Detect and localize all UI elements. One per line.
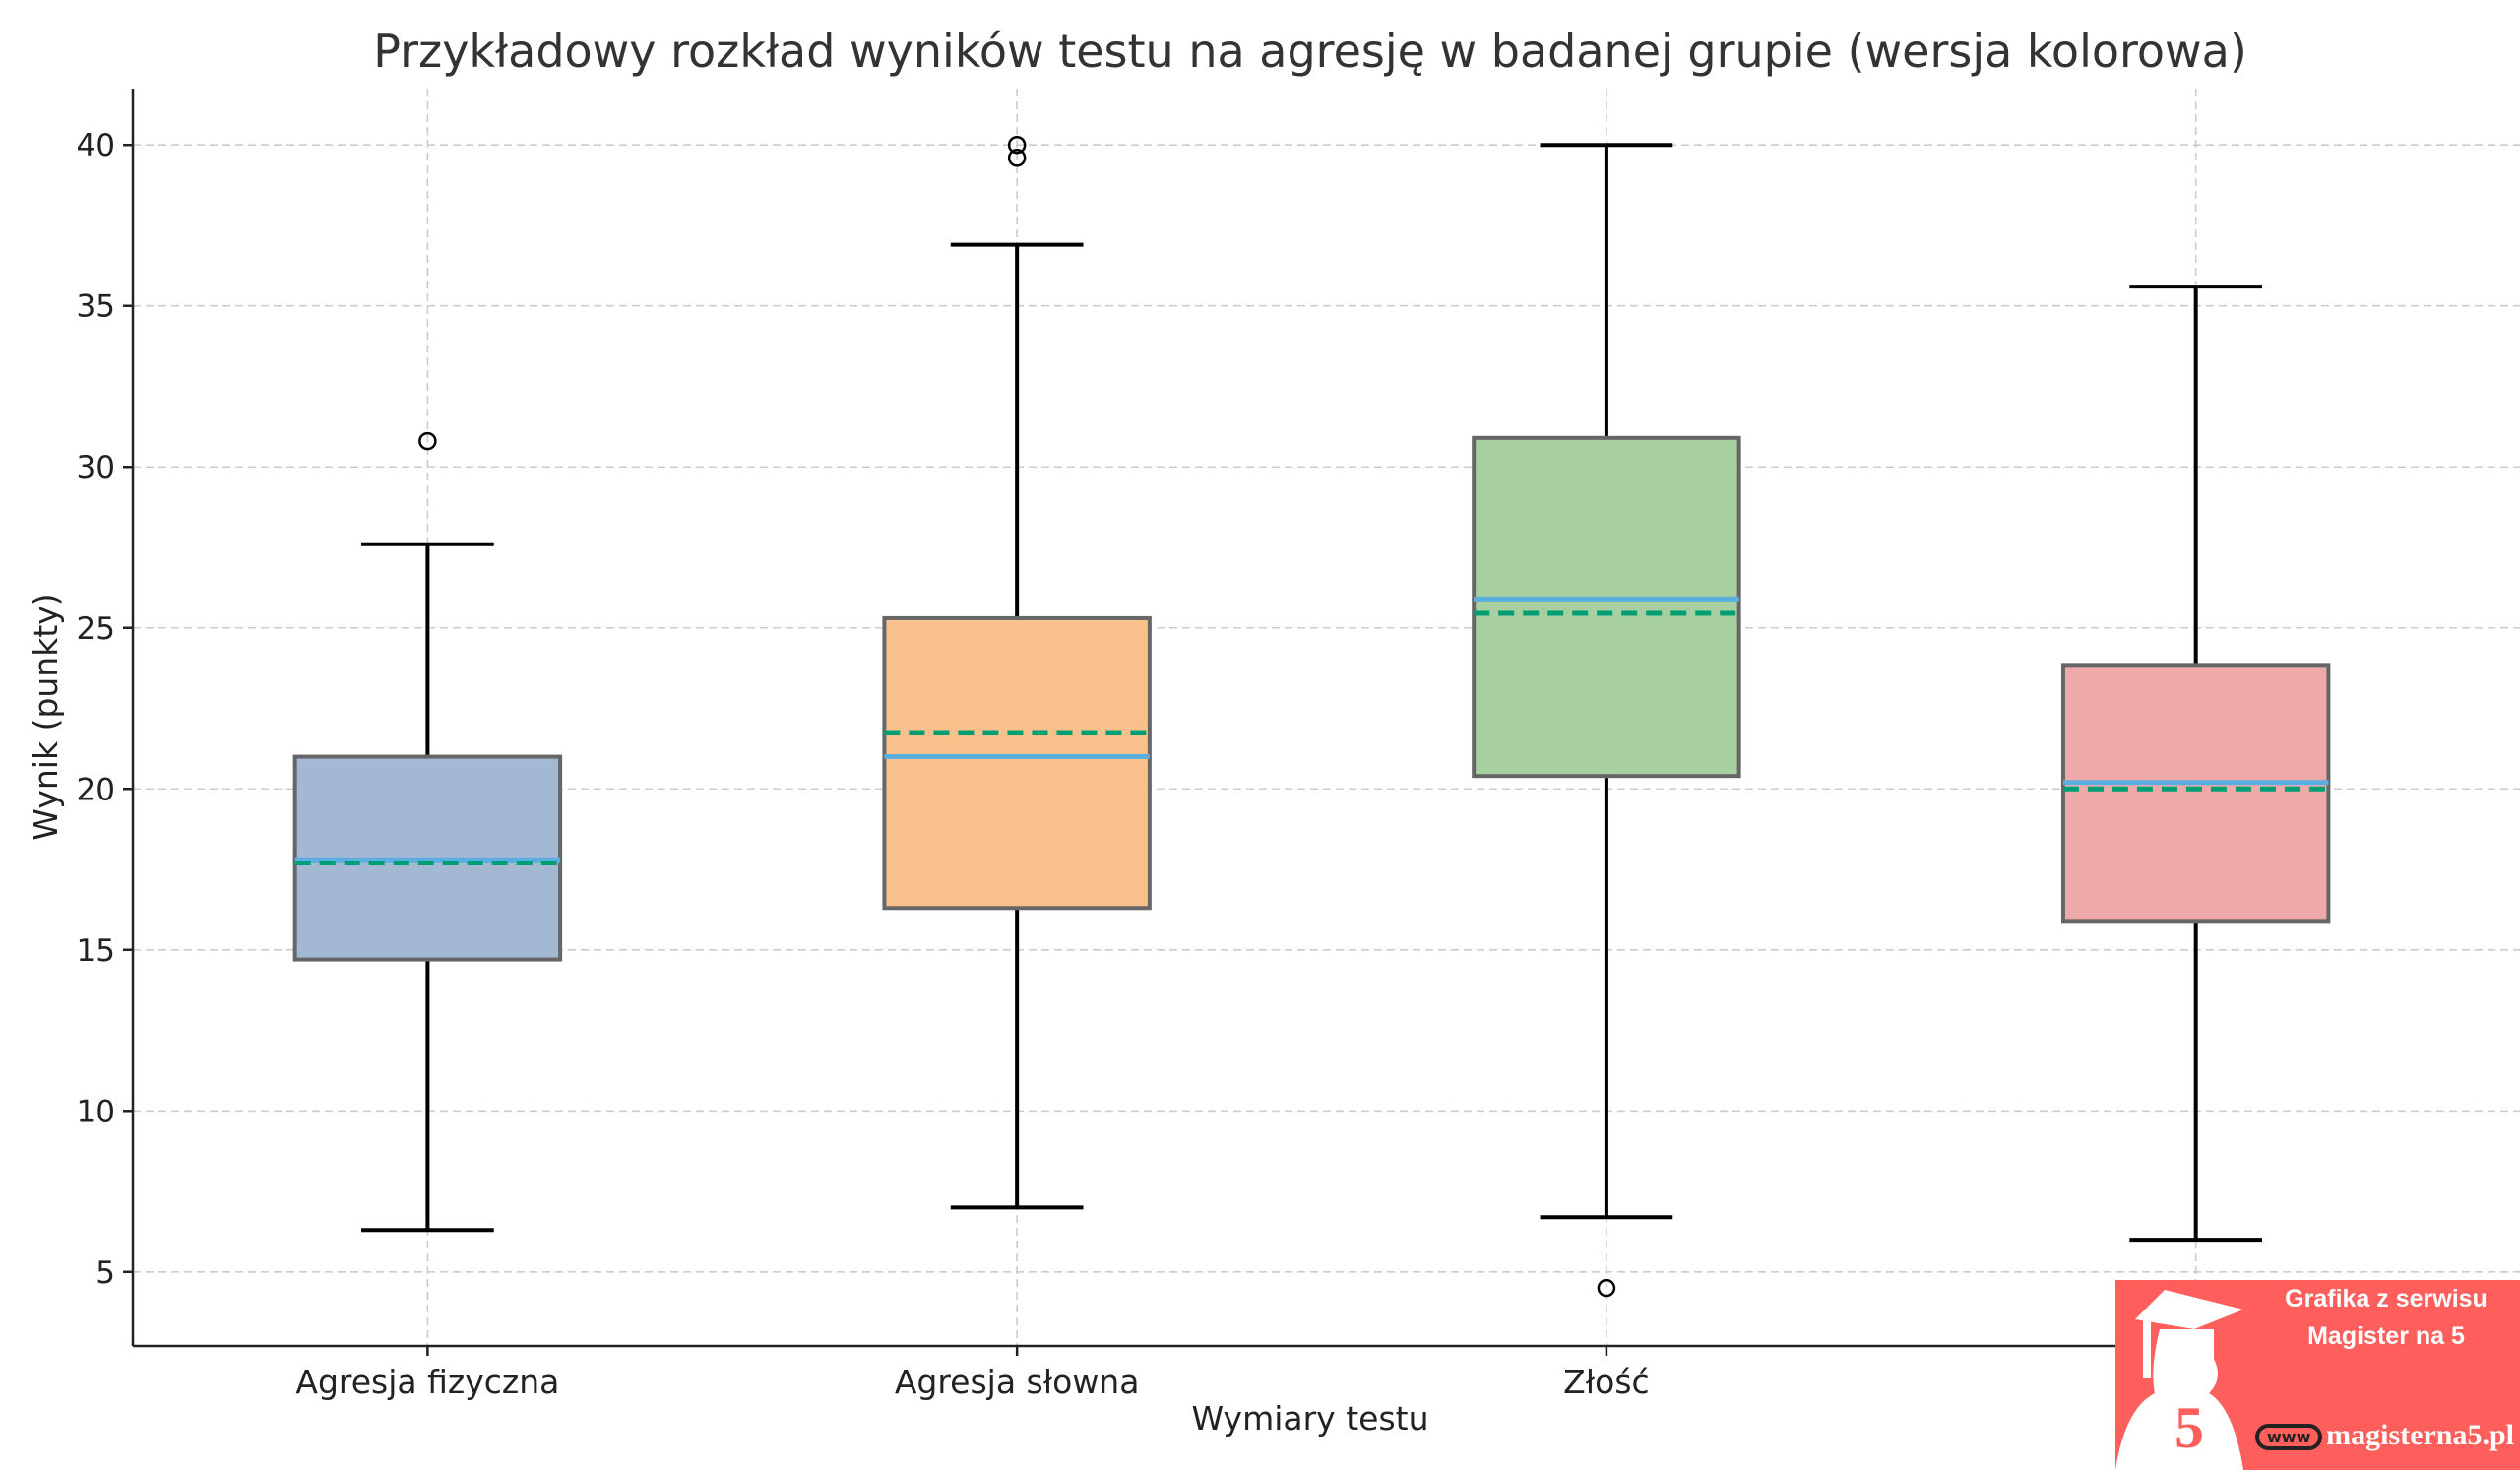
watermark-url: magisterna5.pl <box>2326 1419 2514 1451</box>
outlier-point <box>418 431 437 451</box>
y-tick-label: 5 <box>95 1255 115 1291</box>
y-tick-label: 25 <box>77 611 115 647</box>
y-axis-label: Wynik (punkty) <box>27 593 65 840</box>
x-tick-label: Złość <box>1563 1363 1650 1401</box>
outlier-point <box>1007 135 1027 155</box>
boxes <box>292 135 2331 1298</box>
y-tick-label: 10 <box>77 1094 115 1129</box>
x-axis-label: Wymiary testu <box>1192 1399 1429 1438</box>
x-tick-label: Agresja fizyczna <box>295 1363 559 1401</box>
y-tick-label: 35 <box>77 289 115 325</box>
axes: 5 10 15 20 25 30 35 40 Agresja fizyczna Agresja s… <box>77 89 2520 1401</box>
box-2 <box>882 135 1152 1210</box>
iqr-box <box>882 615 1152 911</box>
outlier-point <box>1007 149 1027 167</box>
outlier-point <box>1597 1278 1616 1298</box>
y-tick-label: 20 <box>77 772 115 807</box>
iqr-box <box>2060 663 2331 924</box>
svg-text:5: 5 <box>2174 1395 2204 1460</box>
y-tick-label: 40 <box>77 128 115 163</box>
watermark-text: Grafika z serwisu Magister na 5 <box>2285 1285 2488 1350</box>
box-3 <box>1472 143 1741 1298</box>
watermark-logo: 5 Grafika z serwisu Magister na 5 www mag… <box>2115 1280 2520 1470</box>
box-4 <box>2060 285 2331 1243</box>
y-tick-label: 15 <box>77 933 115 969</box>
y-tick-label: 30 <box>77 450 115 485</box>
www-badge: www <box>2255 1424 2323 1450</box>
box-1 <box>292 431 563 1233</box>
graduate-icon: 5 <box>2115 1290 2243 1470</box>
x-tick-label: Agresja słowna <box>895 1363 1140 1401</box>
iqr-box <box>1472 435 1741 779</box>
chart-title: Przykładowy rozkład wyników testu na agr… <box>373 25 2247 78</box>
